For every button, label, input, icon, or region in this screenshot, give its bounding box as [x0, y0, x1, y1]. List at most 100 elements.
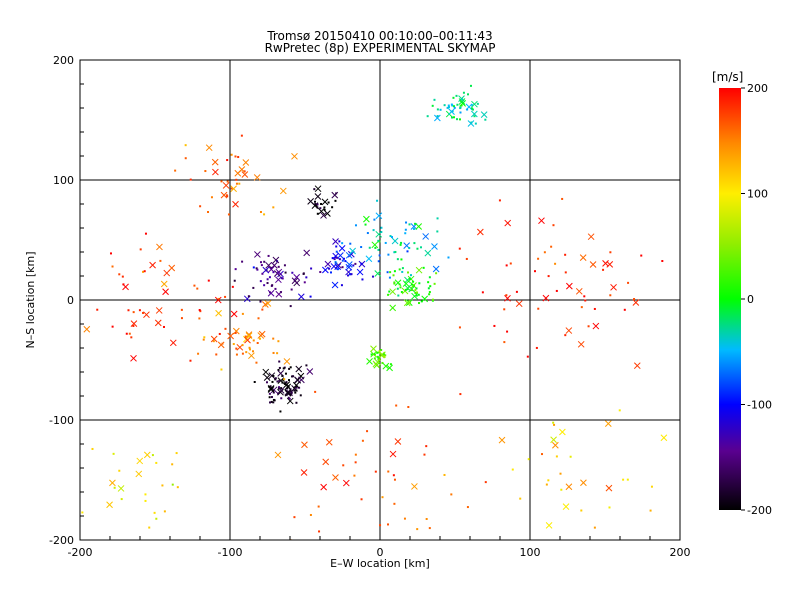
data-point-dot [267, 254, 270, 257]
data-point-dot [272, 374, 275, 377]
data-point-dot [204, 170, 207, 173]
data-point-dot [241, 260, 244, 263]
data-point-dot [272, 401, 275, 404]
data-point-cross [155, 307, 163, 314]
data-point-dot [466, 506, 469, 509]
data-point-dot [462, 91, 465, 94]
data-point-dot [410, 289, 413, 292]
data-point-dot [144, 493, 147, 496]
data-point-dot [293, 389, 296, 392]
data-point-cross [632, 299, 640, 306]
data-point-dot [447, 104, 450, 107]
data-point-cross [332, 238, 339, 245]
data-point-dot [476, 102, 479, 105]
data-point-dot [395, 404, 398, 407]
data-point-dot [493, 324, 496, 327]
data-point-dot [415, 291, 418, 294]
data-point-cross [356, 268, 364, 276]
data-point-dot [377, 356, 380, 359]
data-point-dot [552, 421, 555, 424]
data-point-dot [329, 271, 332, 274]
data-point-cross [154, 319, 162, 327]
data-point-dot [406, 250, 409, 253]
data-point-cross [332, 474, 339, 481]
data-point-cross [149, 261, 156, 269]
data-point-dot [466, 108, 469, 111]
data-point-dot [447, 256, 450, 259]
data-point-dot [334, 261, 337, 264]
data-point-cross [234, 169, 242, 177]
data-point-dot [368, 246, 371, 249]
data-point-cross [363, 215, 370, 223]
data-point-dot [506, 330, 509, 333]
data-point-cross [163, 269, 171, 277]
data-point-dot [335, 245, 338, 248]
data-point-cross [394, 279, 402, 287]
data-point-dot [274, 377, 277, 380]
data-point-dot [389, 363, 392, 366]
data-point-dot [387, 470, 390, 473]
data-point-dot [373, 357, 376, 360]
data-point-dot [331, 206, 334, 209]
data-point-dot [281, 381, 284, 384]
data-point-dot [374, 470, 377, 473]
data-point-dot [428, 291, 431, 294]
y-tick-label: -200 [49, 534, 74, 547]
data-point-dot [503, 308, 506, 311]
data-point-cross [470, 110, 478, 118]
data-point-dot [559, 472, 562, 475]
data-point-cross [382, 362, 390, 370]
data-point-dot [155, 461, 158, 464]
data-point-dot [281, 374, 284, 377]
data-point-dot [353, 474, 356, 477]
data-point-dot [417, 293, 420, 296]
data-point-dot [498, 199, 501, 202]
data-point-dot [278, 366, 281, 369]
data-point-dot [412, 280, 415, 283]
data-point-dot [235, 178, 238, 181]
data-point-dot [148, 526, 151, 529]
data-point-dot [142, 270, 145, 273]
data-point-dot [404, 232, 407, 235]
data-point-dot [310, 267, 313, 270]
data-point-dot [453, 106, 456, 109]
data-point-dot [433, 282, 436, 285]
data-point-cross [345, 261, 353, 268]
data-point-dot [354, 262, 357, 265]
data-point-dot [305, 364, 308, 367]
data-point-dot [210, 196, 213, 199]
data-point-dot [428, 276, 431, 279]
data-point-cross [244, 336, 251, 344]
data-point-dot [138, 309, 141, 312]
data-point-dot [471, 108, 474, 111]
data-point-dot [261, 272, 264, 275]
data-point-cross [136, 457, 144, 465]
data-point-dot [260, 264, 263, 267]
data-point-dot [545, 483, 548, 486]
data-point-dot [96, 308, 99, 311]
data-point-dot [290, 391, 293, 394]
data-point-dot [132, 324, 135, 327]
data-point-dot [459, 111, 462, 114]
data-point-dot [587, 325, 590, 328]
chart-title-line2: RwPretec (8p) EXPERIMENTAL SKYMAP [264, 41, 496, 55]
data-point-dot [184, 144, 187, 147]
data-point-dot [393, 251, 396, 254]
data-point-dot [505, 264, 508, 267]
data-point-dot [408, 247, 411, 250]
data-point-dot [408, 277, 411, 280]
data-point-cross [577, 340, 585, 348]
data-point-dot [263, 260, 266, 263]
data-point-cross [307, 198, 315, 205]
data-point-dot [171, 483, 174, 486]
colorbar-ticks: 200 100 0 -100 -200 [741, 82, 772, 517]
data-point-dot [446, 106, 449, 109]
data-point-dot [455, 118, 458, 121]
x-tick-label: -200 [68, 546, 93, 559]
data-point-dot [234, 268, 237, 271]
data-point-cross [215, 309, 222, 317]
data-point-dot [413, 242, 416, 245]
data-point-dot [252, 286, 255, 289]
data-point-dot [390, 236, 393, 239]
data-point-cross [262, 266, 270, 274]
